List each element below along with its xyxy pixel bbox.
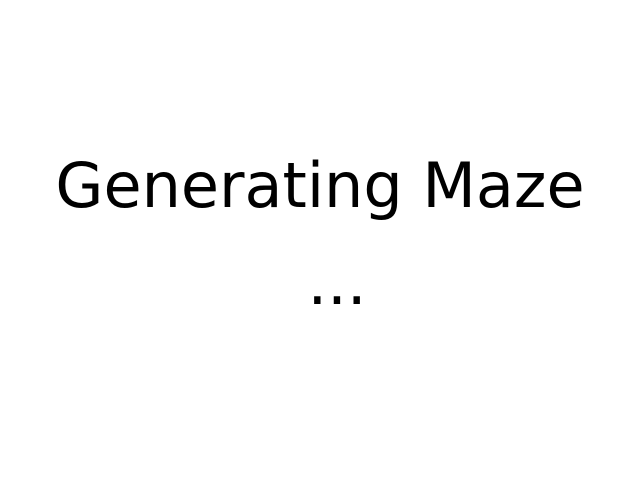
loading-title: Generating Maze (55, 149, 585, 222)
loading-ellipsis: ... (307, 246, 367, 319)
